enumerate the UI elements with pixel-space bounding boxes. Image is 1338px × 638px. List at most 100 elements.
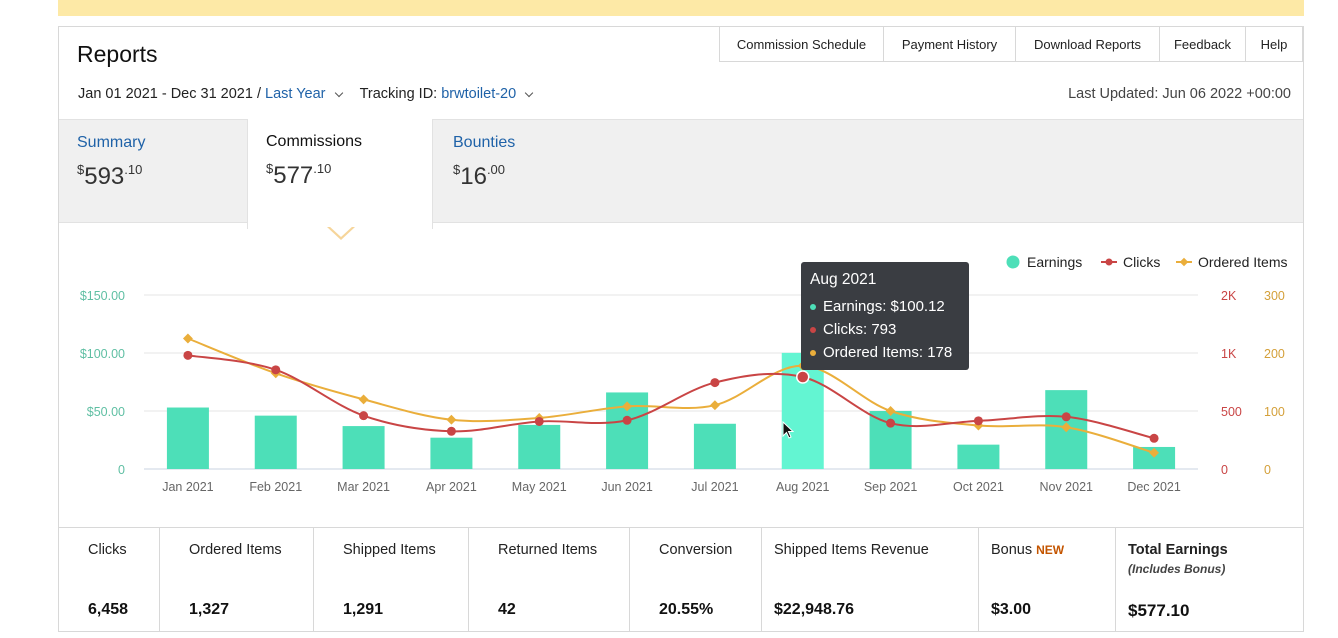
- earnings-bar: [430, 437, 473, 469]
- clicks-point: [446, 426, 456, 436]
- earnings-bar: [693, 423, 736, 469]
- stat-total-earnings: Total Earnings (Includes Bonus) $577.10: [1128, 542, 1228, 620]
- clicks-axis-tick: 2K: [1221, 289, 1237, 303]
- legend-label: Clicks: [1123, 254, 1160, 270]
- left-axis-tick: $150.00: [80, 289, 125, 303]
- clicks-axis-tick: 500: [1221, 405, 1242, 419]
- tooltip-earnings: Earnings: $100.12: [823, 298, 945, 315]
- x-axis-tick: Jul 2021: [691, 480, 738, 494]
- ordered-items-point: [622, 401, 633, 412]
- clicks-point: [271, 365, 281, 375]
- reports-panel: Reports Commission Schedule Payment Hist…: [58, 26, 1304, 632]
- ordered-items-point: [709, 400, 720, 411]
- clicks-axis-tick: 1K: [1221, 347, 1237, 361]
- filter-row: Jan 01 2021 - Dec 31 2021 / Last Year Tr…: [78, 86, 542, 102]
- clicks-point: [622, 415, 632, 425]
- tooltip-clicks: Clicks: 793: [823, 321, 897, 338]
- tooltip-ordered: Ordered Items: 178: [823, 344, 953, 361]
- stat-shipped-revenue: Shipped Items Revenue $22,948.76: [762, 528, 979, 632]
- x-axis-tick: Nov 2021: [1039, 480, 1093, 494]
- stat-returned-items: Returned Items 42: [469, 528, 630, 632]
- clicks-line: [187, 354, 1155, 440]
- clicks-point: [359, 411, 369, 421]
- chart-tooltip: Aug 2021 Earnings: $100.12 Clicks: 793 O…: [801, 262, 969, 370]
- left-axis-tick: 0: [118, 463, 125, 477]
- left-axis-tick: $50.00: [87, 405, 125, 419]
- tab-summary[interactable]: Summary $593.10: [59, 120, 247, 228]
- ordered-items-point: [446, 414, 457, 425]
- x-axis-tick: May 2021: [512, 480, 567, 494]
- x-axis-tick: Feb 2021: [249, 480, 302, 494]
- download-reports-link[interactable]: Download Reports: [1015, 26, 1159, 62]
- clicks-point: [796, 370, 810, 384]
- stat-clicks: Clicks 6,458: [59, 528, 160, 632]
- stat-bonus: Bonus NEW $3.00: [979, 528, 1116, 632]
- last-updated: Last Updated: Jun 06 2022 +00:00: [1068, 86, 1291, 102]
- feedback-link[interactable]: Feedback: [1159, 26, 1245, 62]
- earnings-bar: [1133, 446, 1176, 469]
- stat-conversion: Conversion 20.55%: [630, 528, 762, 632]
- ordered-axis-tick: 300: [1264, 289, 1285, 303]
- help-link[interactable]: Help: [1245, 26, 1303, 62]
- earnings-bar: [518, 424, 561, 469]
- earnings-bar: [342, 426, 385, 469]
- active-tab-indicator: [327, 226, 355, 240]
- chevron-down-icon[interactable]: [334, 88, 343, 97]
- tracking-id-dropdown[interactable]: brwtoilet-20: [441, 86, 517, 102]
- tab-summary-label: Summary: [77, 134, 146, 151]
- summary-tabs: Summary $593.10 Commissions $577.10 Boun…: [59, 119, 1303, 229]
- tab-bounties-label: Bounties: [453, 134, 516, 151]
- x-axis-tick: Jan 2021: [162, 480, 213, 494]
- tab-bounties[interactable]: Bounties $16.00: [435, 120, 623, 228]
- stats-row: Clicks 6,458 Ordered Items 1,327 Shipped I…: [59, 527, 1303, 632]
- top-links: Commission Schedule Payment History Down…: [719, 26, 1303, 62]
- legend-clicks-swatch: [1105, 258, 1113, 266]
- earnings-bar: [957, 444, 1000, 469]
- left-axis-tick: $100.00: [80, 347, 125, 361]
- tracking-label: Tracking ID:: [359, 86, 438, 102]
- legend-earnings-swatch: [1006, 255, 1020, 269]
- earnings-dot-icon: [810, 303, 816, 310]
- ordered-items-point: [1149, 447, 1160, 458]
- date-range: Jan 01 2021 - Dec 31 2021 /: [78, 86, 261, 102]
- ordered-items-point: [1061, 422, 1072, 433]
- ordered-axis-tick: 200: [1264, 347, 1285, 361]
- x-axis-tick: Dec 2021: [1127, 480, 1181, 494]
- x-axis-tick: Mar 2021: [337, 480, 390, 494]
- page-title: Reports: [77, 41, 158, 67]
- clicks-point: [534, 416, 544, 426]
- x-axis-tick: Apr 2021: [426, 480, 477, 494]
- x-axis-tick: Aug 2021: [776, 480, 830, 494]
- earnings-bar: [166, 407, 209, 469]
- notice-banner: [58, 0, 1304, 16]
- payment-history-link[interactable]: Payment History: [883, 26, 1015, 62]
- tab-bounties-amount: $16.00: [453, 162, 506, 190]
- stat-shipped-items: Shipped Items 1,291: [314, 528, 469, 632]
- clicks-point: [886, 418, 896, 428]
- x-axis-tick: Jun 2021: [601, 480, 652, 494]
- x-axis-tick: Sep 2021: [864, 480, 918, 494]
- clicks-point: [710, 378, 720, 388]
- tab-commissions[interactable]: Commissions $577.10: [247, 119, 433, 229]
- clicks-point: [1149, 433, 1159, 443]
- x-axis-tick: Oct 2021: [953, 480, 1004, 494]
- tooltip-title: Aug 2021: [810, 271, 877, 288]
- period-dropdown[interactable]: Last Year: [265, 86, 326, 102]
- legend-label: Ordered Items: [1198, 254, 1287, 270]
- legend-label: Earnings: [1027, 254, 1082, 270]
- earnings-bar: [254, 415, 297, 469]
- ordered-dot-icon: [810, 349, 816, 356]
- ordered-items-point: [885, 406, 896, 416]
- ordered-items-point: [358, 394, 369, 405]
- tab-commissions-amount: $577.10: [266, 161, 332, 189]
- ordered-items-line: [187, 337, 1155, 454]
- ordered-axis-tick: 100: [1264, 405, 1285, 419]
- commission-schedule-link[interactable]: Commission Schedule: [719, 26, 883, 62]
- chevron-down-icon[interactable]: [524, 88, 534, 97]
- stat-ordered-items: Ordered Items 1,327: [160, 528, 314, 632]
- new-badge: NEW: [1036, 543, 1065, 557]
- ordered-items-point: [182, 333, 193, 344]
- clicks-axis-tick: 0: [1221, 463, 1228, 477]
- clicks-dot-icon: [810, 326, 816, 333]
- clicks-point: [183, 350, 193, 360]
